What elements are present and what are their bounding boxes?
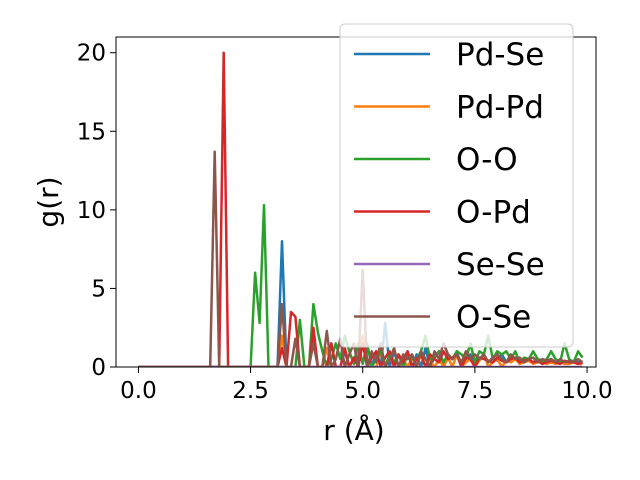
x-ticks-layer: 0.0 2.5 5.0 7.5 10.0	[120, 367, 613, 404]
legend-label: O-Se	[456, 300, 531, 336]
y-tick-label: 10	[77, 198, 106, 224]
y-tick-label: 15	[77, 119, 106, 145]
y-tick-label: 5	[91, 276, 106, 302]
x-tick-label: 7.5	[457, 378, 494, 404]
y-tick-label: 0	[91, 355, 106, 381]
x-tick-label: 5.0	[344, 378, 381, 404]
x-axis-label: r (Å)	[323, 413, 384, 447]
y-tick-label: 20	[77, 41, 106, 67]
legend: Pd-Se Pd-Pd O-O O-Pd Se-Se O-Se	[339, 23, 574, 348]
x-tick-label: 0.0	[120, 378, 157, 404]
legend-box	[339, 23, 574, 348]
legend-label: Pd-Se	[456, 37, 544, 73]
legend-label: O-O	[456, 142, 518, 178]
y-axis-label: g(r)	[32, 176, 65, 227]
x-tick-label: 2.5	[232, 378, 269, 404]
x-tick-label: 10.0	[561, 378, 612, 404]
legend-label: Se-Se	[456, 247, 545, 283]
legend-label: Pd-Pd	[456, 90, 544, 126]
legend-label: O-Pd	[456, 195, 531, 231]
y-ticks-layer: 0 5 10 15 20	[77, 41, 116, 381]
